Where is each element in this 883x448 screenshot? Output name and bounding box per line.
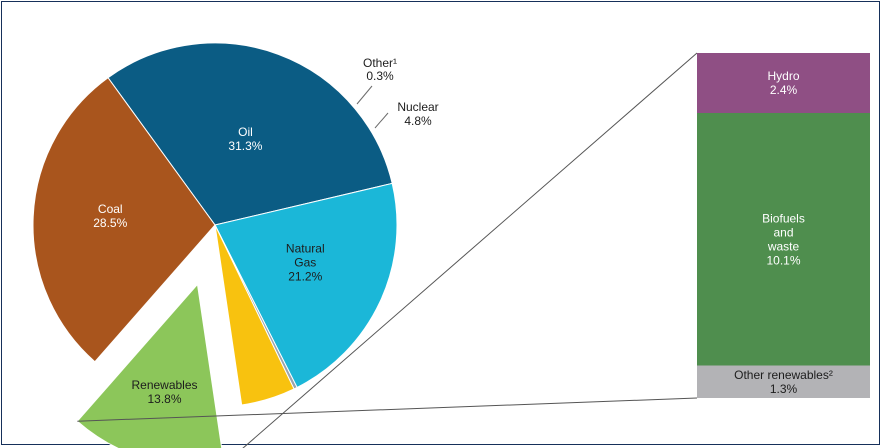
- pie-slice-nuclear: [214, 224, 295, 406]
- slice-label-nuclear: Nuclear 4.8%: [397, 100, 438, 128]
- renewables-breakdown-bar: [697, 53, 870, 398]
- connector-lines: [77, 52, 698, 448]
- leader-line-nuclear: [374, 112, 389, 129]
- slice-label-oil: Oil 31.3%: [228, 125, 262, 153]
- slice-label-renewables: Renewables 13.8%: [131, 378, 197, 406]
- pie-slice-oil: [107, 42, 393, 226]
- bar-label-other-renewables: Other renewables² 1.3%: [734, 368, 833, 396]
- bar-label-biofuels-and-waste: Biofuels and waste 10.1%: [762, 211, 805, 267]
- pie-slice-renewables: [76, 283, 223, 448]
- pie-slice-natural-gas: [214, 182, 398, 389]
- bar-label-hydro: Hydro 2.4%: [767, 69, 799, 97]
- bar-segment-biofuels-and-waste: [697, 113, 870, 366]
- pie-chart: [32, 42, 398, 448]
- leader-line-other: [356, 85, 373, 105]
- connector-line-top: [242, 52, 698, 448]
- bar-segment-other-renewables: [697, 365, 870, 398]
- slice-label-natural-gas: Natural Gas 21.2%: [286, 242, 325, 284]
- connector-line-bottom: [77, 397, 698, 422]
- chart-labels: Oil 31.3% Natural Gas 21.2% Renewables 13.8% Co…: [93, 56, 833, 406]
- pie-slice-coal: [32, 77, 216, 363]
- bar-segment-hydro: [697, 53, 870, 113]
- slice-label-coal: Coal 28.5%: [93, 202, 127, 230]
- slice-label-other: Other¹ 0.3%: [363, 56, 397, 83]
